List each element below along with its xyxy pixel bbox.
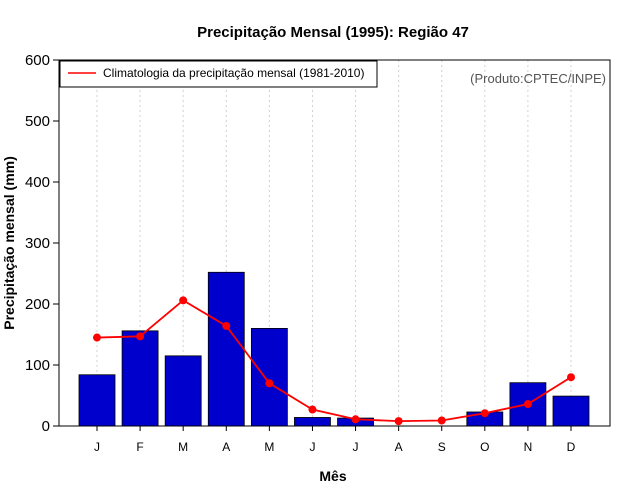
climatology-point [265, 379, 274, 388]
bar [552, 395, 590, 427]
x-tick-label: N [524, 440, 533, 454]
climatology-point [179, 296, 188, 305]
bar [207, 271, 245, 427]
y-tick-label: 400 [25, 174, 50, 191]
climatology-series [93, 296, 575, 426]
y-tick-label: 600 [25, 52, 50, 69]
bar [78, 374, 116, 427]
credit-text: (Produto:CPTEC/INPE) [470, 71, 606, 86]
x-tick-label: M [264, 440, 274, 454]
x-tick-label: A [395, 440, 403, 454]
y-tick-label: 100 [25, 357, 50, 374]
y-tick-label: 0 [42, 418, 50, 435]
bar [164, 355, 202, 427]
climatology-point [93, 333, 101, 342]
climatology-point [437, 416, 446, 425]
x-tick-label: O [480, 440, 489, 454]
bar [121, 330, 159, 427]
climatology-line [96, 299, 572, 423]
x-tick-label: F [136, 440, 143, 454]
legend: Climatologia da precipitação mensal (198… [59, 60, 378, 88]
bar [509, 382, 547, 427]
climatology-point [351, 415, 360, 424]
x-tick-label: M [178, 440, 188, 454]
climatology-point [567, 373, 575, 382]
y-axis-label: Precipitação mensal (mm) [1, 156, 17, 330]
climatology-point [136, 332, 145, 341]
chart-title: Precipitação Mensal (1995): Região 47 [197, 24, 469, 41]
climatology-point [480, 409, 489, 418]
bar-series [78, 271, 590, 427]
x-axis-label: Mês [319, 468, 346, 484]
x-tick-label: J [309, 440, 315, 454]
x-tick-label: D [567, 440, 576, 454]
climatology-point [523, 400, 532, 409]
x-tick-label: J [94, 440, 100, 454]
x-tick-label: A [222, 440, 230, 454]
y-axis: 0 100 200 300 400 500 600 [25, 52, 59, 435]
climatology-point [222, 321, 231, 330]
legend-label: Climatologia da precipitação mensal (198… [103, 66, 364, 80]
y-tick-label: 500 [25, 113, 50, 130]
legend-box [59, 60, 378, 88]
bar [250, 327, 288, 427]
climatology-point [308, 405, 317, 414]
bar [294, 417, 331, 427]
climatology-point [394, 417, 403, 426]
x-tick-label: S [438, 440, 446, 454]
y-tick-label: 300 [25, 235, 50, 252]
y-tick-label: 200 [25, 296, 50, 313]
x-tick-label: J [353, 440, 359, 454]
